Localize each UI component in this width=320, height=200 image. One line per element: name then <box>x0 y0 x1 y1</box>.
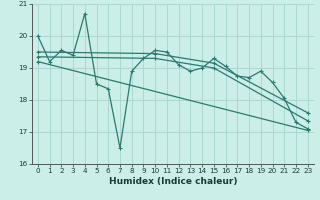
X-axis label: Humidex (Indice chaleur): Humidex (Indice chaleur) <box>108 177 237 186</box>
